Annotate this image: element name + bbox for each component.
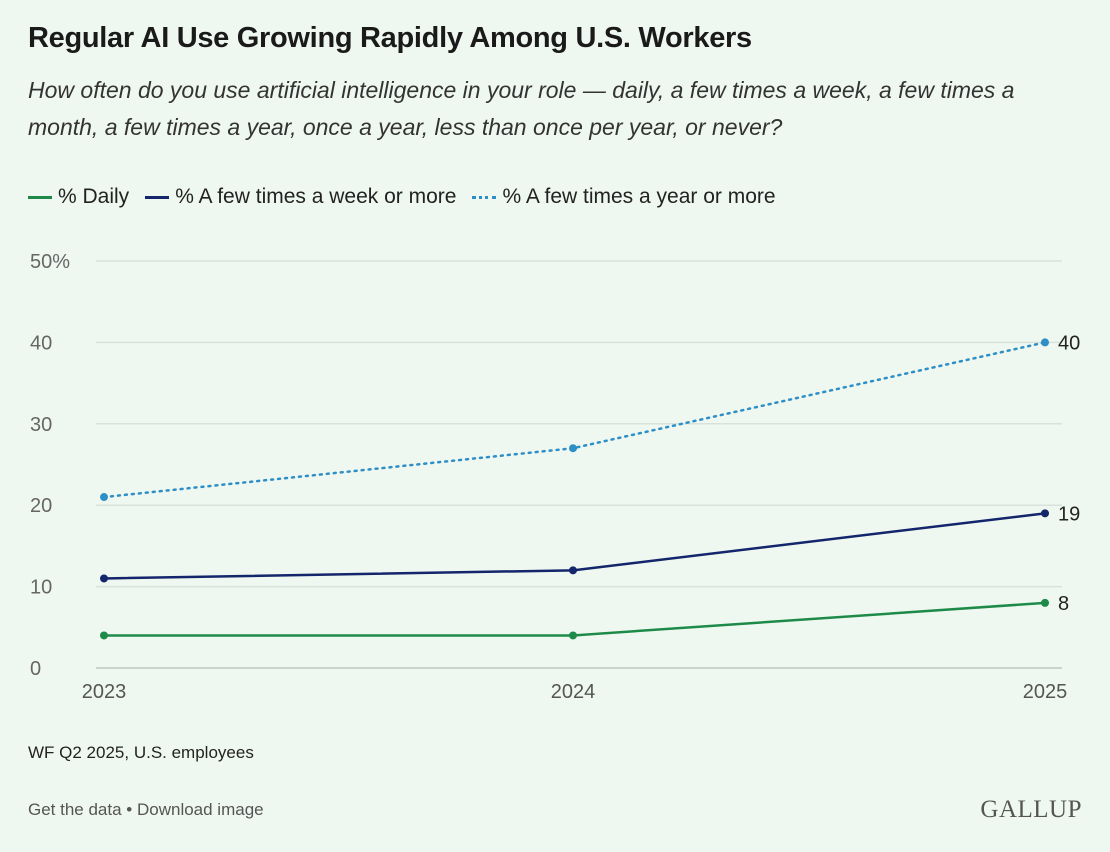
legend-swatch	[28, 195, 52, 199]
series-line-2	[102, 341, 1047, 499]
y-tick-label: 50%	[30, 251, 70, 273]
data-point	[100, 631, 108, 640]
legend: % Daily % A few times a week or more % A…	[28, 185, 776, 209]
data-point	[569, 444, 577, 453]
footer-links: Get the data • Download image	[28, 800, 264, 820]
y-tick-label: 20	[30, 495, 52, 517]
download-image-link[interactable]: Download image	[136, 800, 264, 819]
data-point	[100, 574, 108, 583]
data-point	[100, 493, 108, 502]
y-tick-label: 40	[30, 332, 52, 354]
source-note: WF Q2 2025, U.S. employees	[28, 743, 254, 762]
legend-swatch	[472, 195, 497, 199]
legend-label: % A few times a week or more	[175, 185, 457, 208]
data-point	[1041, 338, 1049, 347]
y-tick-label: 10	[30, 577, 52, 599]
legend-label: % Daily	[58, 185, 130, 208]
x-tick-label: 2023	[82, 681, 127, 703]
get-data-link[interactable]: Get the data	[28, 800, 122, 819]
end-label: 8	[1058, 593, 1069, 615]
y-tick-label: 0	[30, 658, 41, 680]
legend-label: % A few times a year or more	[502, 185, 776, 208]
data-point	[569, 631, 577, 640]
data-point	[1041, 598, 1049, 607]
data-point	[1041, 509, 1049, 518]
series-line-0	[104, 601, 1046, 637]
legend-item-yearly: % A few times a year or more	[472, 185, 776, 209]
gallup-logo: GALLUP	[980, 796, 1082, 823]
data-point	[569, 566, 577, 575]
y-tick-label: 30	[30, 414, 52, 436]
x-tick-label: 2024	[551, 681, 596, 703]
end-label: 40	[1058, 332, 1080, 354]
legend-item-weekly: % A few times a week or more	[145, 185, 456, 209]
end-label: 19	[1058, 503, 1080, 525]
chart-subtitle: How often do you use artificial intellig…	[28, 77, 1015, 140]
chart-title: Regular AI Use Growing Rapidly Among U.S…	[28, 22, 752, 54]
legend-item-daily: % Daily	[28, 185, 129, 209]
x-tick-label: 2025	[1023, 681, 1068, 703]
legend-swatch	[145, 195, 170, 199]
separator: •	[121, 800, 137, 819]
